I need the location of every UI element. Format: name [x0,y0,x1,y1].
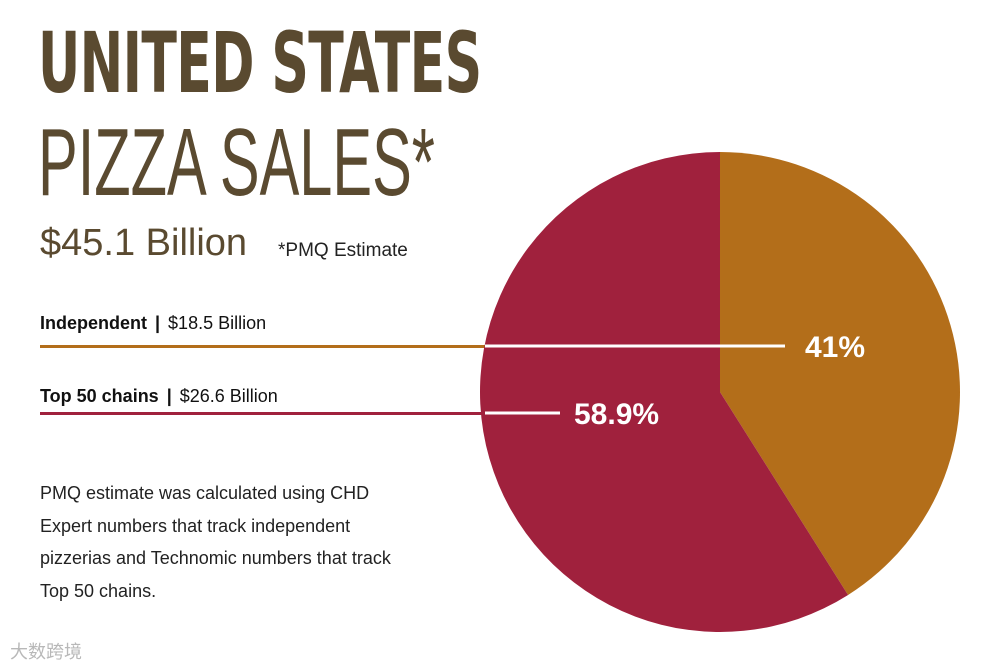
watermark-logo: 大数跨境 [10,642,82,662]
title-line-1: UNITED STATES [38,14,482,112]
legend-chains-name: Top 50 chains [40,386,159,406]
legend-independent-name: Independent [40,313,147,333]
legend-independent-amount: $18.5 Billion [168,313,267,333]
legend-chains: Top 50 chains | $26.6 Billion [40,386,278,406]
legend-chains-amount: $26.6 Billion [179,386,278,406]
legend-independent-rule [40,345,485,348]
legend-chains-rule [40,412,485,415]
legend-independent: Independent | $18.5 Billion [40,313,267,333]
pie-slice-chains [480,152,849,632]
methodology-text: PMQ estimate was calculated using CHD Ex… [40,483,391,601]
pie-slice-independent [720,152,961,595]
estimate-note: *PMQ Estimate [278,240,408,261]
total-sales: $45.1 Billion [40,222,248,264]
title-line-2: PIZZA SALES* [38,109,435,216]
pct-label-chains: 58.9% [574,398,659,431]
pct-label-independent: 41% [805,331,865,364]
